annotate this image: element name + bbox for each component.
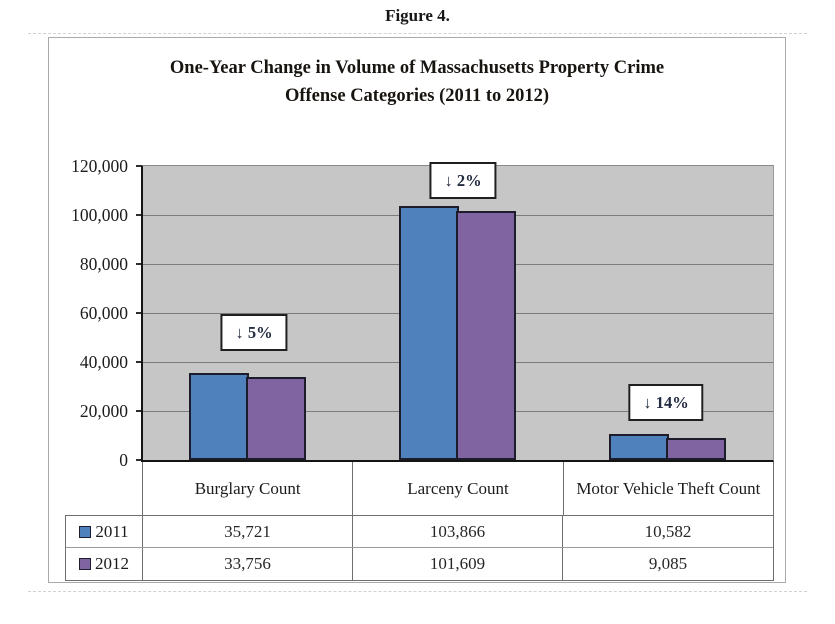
- bar-group: [143, 166, 353, 460]
- legend-label: 2011: [95, 521, 129, 541]
- value-cell: 33,756: [143, 548, 353, 580]
- y-axis-label: 40,000: [79, 352, 128, 372]
- bar-group: [563, 166, 773, 460]
- y-tick: [136, 263, 143, 265]
- bar-2012: [456, 211, 516, 460]
- y-tick: [136, 312, 143, 314]
- y-axis-label: 60,000: [79, 303, 128, 323]
- y-axis-label: 0: [119, 450, 128, 470]
- value-cell: 10,582: [644, 522, 692, 541]
- y-axis: 120,000 100,000 80,000 60,000 40,000 20,000 0: [49, 156, 143, 470]
- table-row: 2012 33,756 101,609 9,085: [66, 548, 773, 580]
- data-table: 2011 35,721 103,866 10,582 2012 33,756 101,609…: [65, 515, 774, 581]
- chart-title: One-Year Change in Volume of Massachuset…: [49, 54, 785, 110]
- category-cell: Burglary Count: [143, 462, 354, 515]
- legend-swatch-2012: [79, 558, 91, 570]
- y-axis-label: 100,000: [71, 205, 128, 225]
- value-cell: 9,085: [648, 554, 688, 573]
- y-tick: [136, 165, 143, 167]
- annotation-box: ↓ 5%: [220, 314, 288, 351]
- bar-2011: [609, 434, 669, 460]
- chart-title-line1: One-Year Change in Volume of Massachuset…: [169, 58, 665, 78]
- legend-swatch-2011: [79, 525, 92, 538]
- bar-2012: [666, 437, 726, 460]
- legend-label: 2012: [95, 554, 129, 573]
- chart-frame: One-Year Change in Volume of Massachuset…: [48, 37, 786, 583]
- y-tick: [136, 459, 143, 461]
- value-cell: 103,866: [353, 516, 563, 547]
- y-tick: [136, 214, 143, 216]
- category-cell: Larceny Count: [353, 462, 564, 515]
- bar-2012: [246, 377, 306, 460]
- chart-title-line2: Offense Categories (2011 to 2012): [284, 86, 550, 106]
- legend-cell: 2011: [66, 516, 143, 547]
- y-axis-label: 120,000: [71, 156, 128, 176]
- y-tick: [136, 361, 143, 363]
- plot-area: ↓ 5% ↓ 2% ↓ 14%: [141, 162, 774, 462]
- figure-caption: Figure 4.: [385, 6, 450, 25]
- y-tick: [136, 410, 143, 412]
- legend-cell: 2012: [66, 548, 143, 580]
- category-axis: Burglary Count Larceny Count Motor Vehicle…: [142, 462, 774, 515]
- page-divider-top: [28, 33, 807, 34]
- table-row: 2011 35,721 103,866 10,582: [66, 516, 773, 548]
- page-divider-bottom: [28, 591, 807, 592]
- value-cell: 101,609: [353, 548, 563, 580]
- bar-group: [353, 166, 563, 460]
- category-cell: Motor Vehicle Theft Count: [576, 478, 761, 498]
- y-axis-label: 20,000: [79, 401, 128, 421]
- y-axis-label: 80,000: [79, 254, 128, 274]
- annotation-box: ↓ 2%: [429, 162, 497, 199]
- bar-2011: [189, 372, 249, 460]
- bar-2011: [399, 205, 459, 460]
- value-cell: 35,721: [143, 516, 353, 547]
- annotation-box: ↓ 14%: [628, 384, 704, 421]
